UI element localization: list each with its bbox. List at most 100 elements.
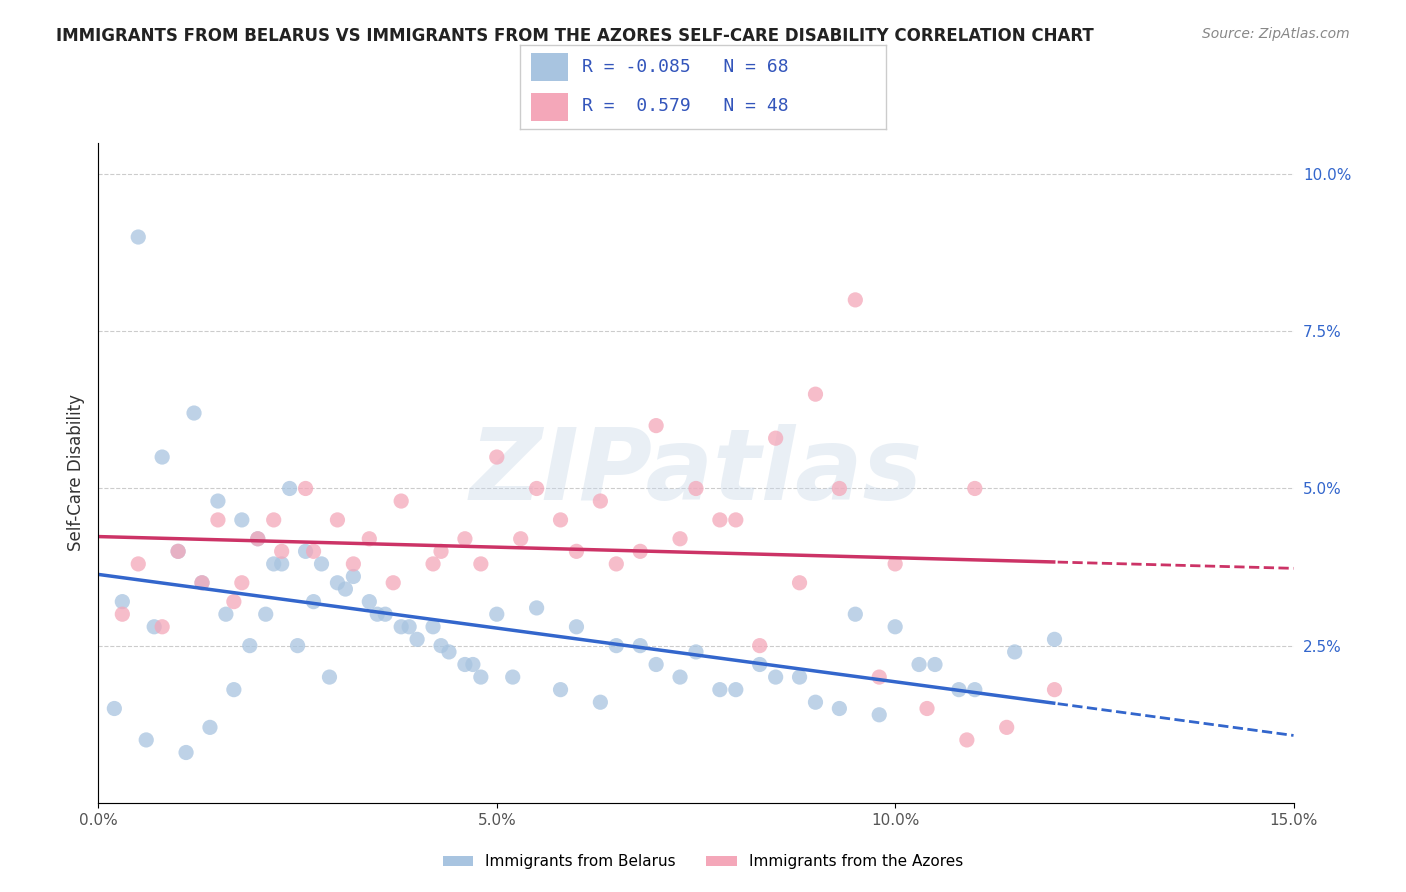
Point <box>628 639 651 653</box>
Point <box>374 607 396 622</box>
Point <box>143 620 166 634</box>
Point <box>645 418 668 433</box>
Point <box>246 532 269 546</box>
Point <box>789 670 811 684</box>
Point <box>605 639 627 653</box>
Point <box>318 670 340 684</box>
Point <box>884 557 907 571</box>
Point <box>589 494 612 508</box>
Point <box>804 695 827 709</box>
Point <box>239 639 262 653</box>
Point <box>294 482 316 496</box>
Point <box>828 482 851 496</box>
Text: R =  0.579   N = 48: R = 0.579 N = 48 <box>582 96 789 114</box>
Point <box>150 620 173 634</box>
Point <box>948 682 970 697</box>
Text: Source: ZipAtlas.com: Source: ZipAtlas.com <box>1202 27 1350 41</box>
Point <box>1043 632 1066 647</box>
Point <box>389 620 412 634</box>
Point <box>765 670 787 684</box>
Point <box>103 701 125 715</box>
Text: ZIPatlas: ZIPatlas <box>470 425 922 521</box>
Point <box>326 513 349 527</box>
Point <box>167 544 190 558</box>
Point <box>1043 682 1066 697</box>
Point <box>222 682 245 697</box>
Point <box>502 670 524 684</box>
Point <box>366 607 388 622</box>
Point <box>167 544 190 558</box>
Point <box>174 746 197 760</box>
Point <box>454 532 477 546</box>
Point <box>669 532 692 546</box>
Point <box>924 657 946 672</box>
FancyBboxPatch shape <box>531 54 568 81</box>
Point <box>565 620 588 634</box>
Point <box>111 594 134 608</box>
Point <box>342 569 364 583</box>
Point <box>430 544 453 558</box>
Point <box>748 639 770 653</box>
Point <box>406 632 429 647</box>
Point <box>263 557 285 571</box>
Legend: Immigrants from Belarus, Immigrants from the Azores: Immigrants from Belarus, Immigrants from… <box>436 848 970 875</box>
Point <box>127 230 149 244</box>
Point <box>884 620 907 634</box>
Point <box>605 557 627 571</box>
Point <box>342 557 364 571</box>
Point <box>589 695 612 709</box>
Point <box>437 645 460 659</box>
Point <box>430 639 453 653</box>
Point <box>127 557 149 571</box>
Point <box>915 701 938 715</box>
Point <box>294 544 316 558</box>
Point <box>526 482 548 496</box>
Point <box>278 482 301 496</box>
Point <box>485 450 508 464</box>
Point <box>422 557 444 571</box>
Point <box>207 494 229 508</box>
Point <box>669 670 692 684</box>
Point <box>908 657 931 672</box>
Point <box>359 532 381 546</box>
Point <box>287 639 309 653</box>
Point <box>685 482 707 496</box>
Point <box>326 575 349 590</box>
Point <box>191 575 214 590</box>
Point <box>724 682 747 697</box>
Point <box>956 733 979 747</box>
Point <box>685 645 707 659</box>
FancyBboxPatch shape <box>531 93 568 120</box>
Point <box>765 431 787 445</box>
Point <box>198 720 221 734</box>
Point <box>526 601 548 615</box>
Point <box>470 557 492 571</box>
Point <box>302 544 325 558</box>
Point <box>844 293 866 307</box>
Point <box>389 494 412 508</box>
Point <box>963 682 986 697</box>
Point <box>422 620 444 634</box>
Point <box>628 544 651 558</box>
Point <box>645 657 668 672</box>
Point <box>748 657 770 672</box>
Point <box>550 513 572 527</box>
Point <box>868 707 890 722</box>
Point <box>963 482 986 496</box>
Point <box>254 607 277 622</box>
Point <box>302 594 325 608</box>
Point <box>231 575 253 590</box>
Point <box>191 575 214 590</box>
Point <box>215 607 238 622</box>
Point <box>335 582 357 596</box>
Point <box>263 513 285 527</box>
Point <box>844 607 866 622</box>
Point <box>222 594 245 608</box>
Point <box>359 594 381 608</box>
Point <box>150 450 173 464</box>
Point <box>509 532 531 546</box>
Point <box>789 575 811 590</box>
Point <box>868 670 890 684</box>
Point <box>207 513 229 527</box>
Point <box>270 557 292 571</box>
